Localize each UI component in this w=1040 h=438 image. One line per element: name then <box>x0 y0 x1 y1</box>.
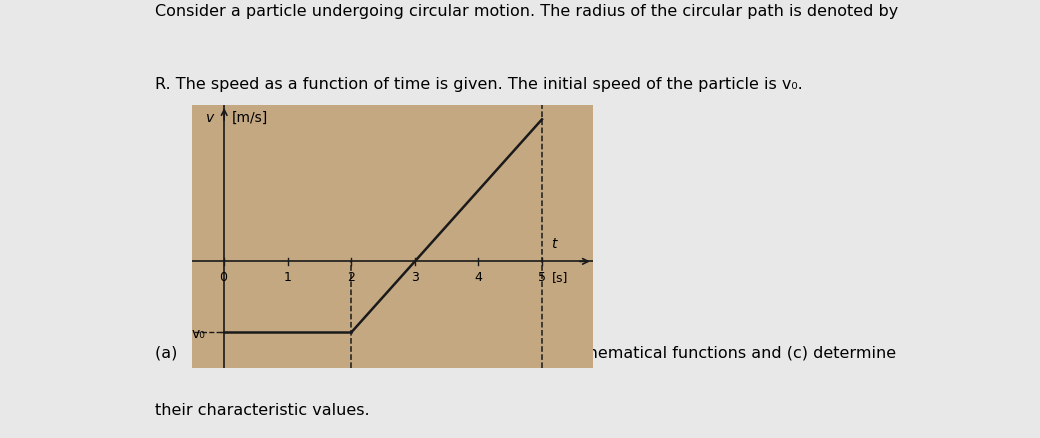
Text: 5: 5 <box>538 271 546 284</box>
Text: 1: 1 <box>284 271 291 284</box>
Text: t: t <box>551 237 557 251</box>
Text: [s]: [s] <box>551 271 568 284</box>
Text: 0: 0 <box>218 271 227 284</box>
Text: [m/s]: [m/s] <box>232 111 268 125</box>
Text: 4: 4 <box>474 271 483 284</box>
Text: 2: 2 <box>347 271 356 284</box>
Text: their characteristic values.: their characteristic values. <box>155 403 369 418</box>
Text: v: v <box>206 111 214 125</box>
Text: R. The speed as a function of time is given. The initial speed of the particle i: R. The speed as a function of time is gi… <box>155 78 803 92</box>
Text: Consider a particle undergoing circular motion. The radius of the circular path : Consider a particle undergoing circular … <box>155 4 899 19</box>
Text: 3: 3 <box>411 271 419 284</box>
Text: (a)      Construct the motion graphs, (b) find their mathematical functions and : (a) Construct the motion graphs, (b) fin… <box>155 346 896 361</box>
Text: v₀: v₀ <box>191 327 205 341</box>
